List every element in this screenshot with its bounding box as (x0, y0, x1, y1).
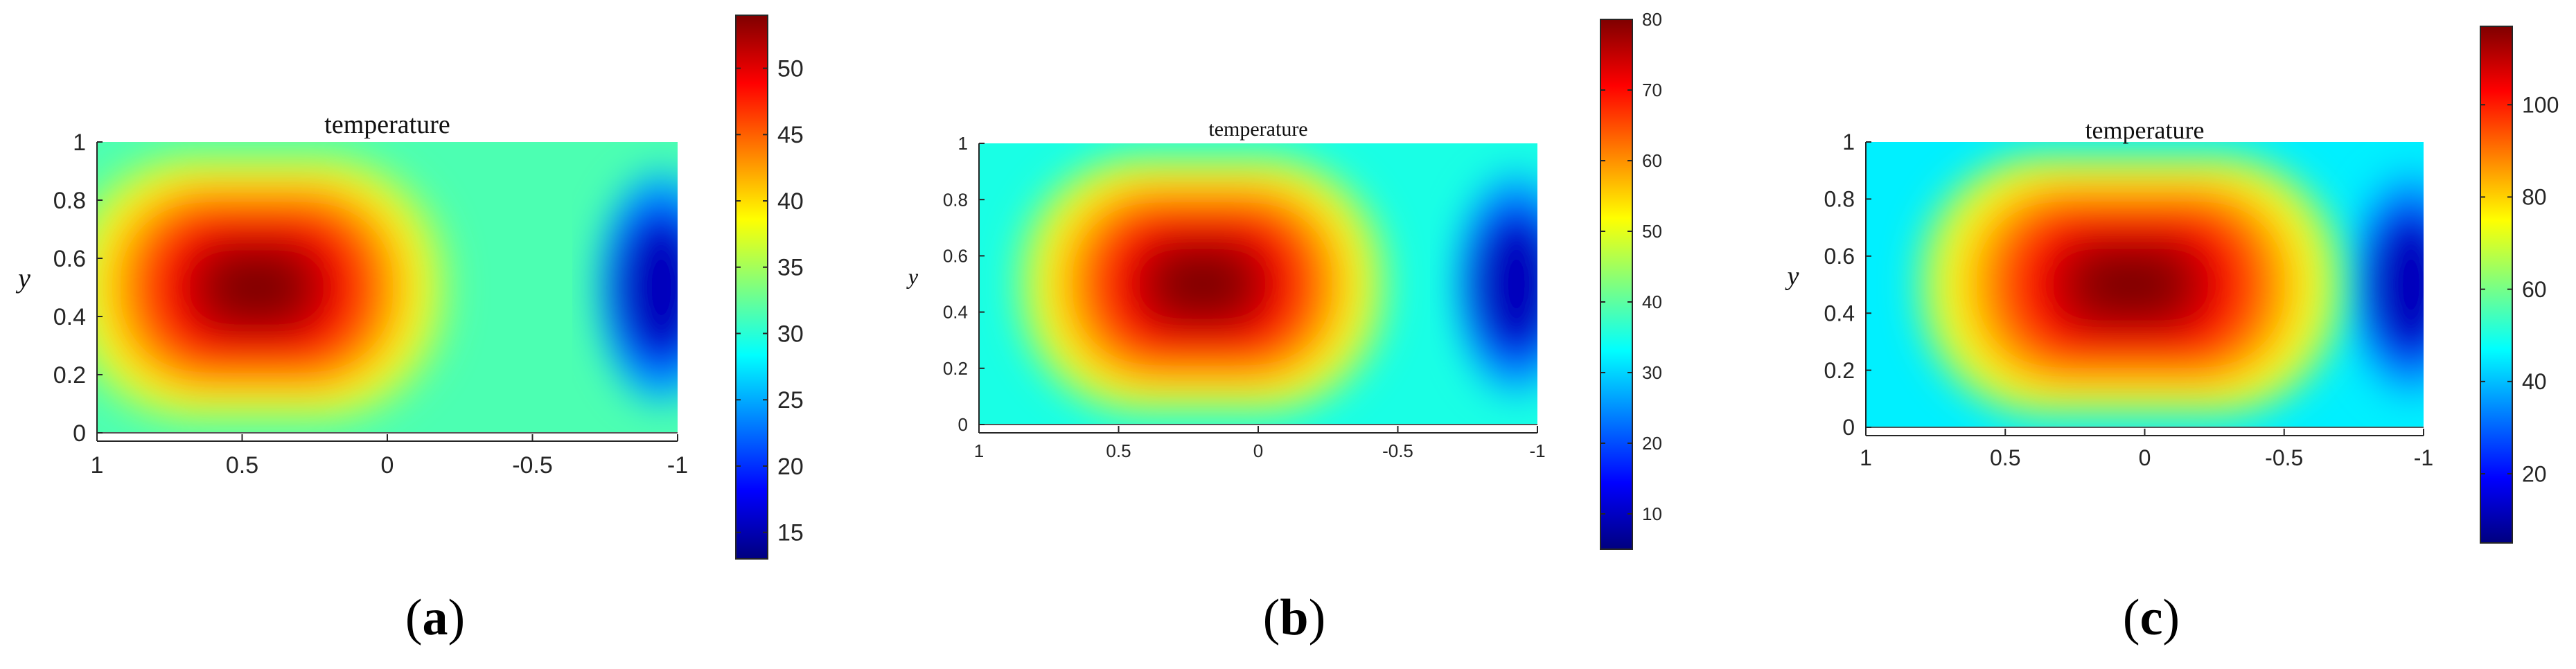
x-tick-label: 1 (91, 452, 104, 479)
y-tick-label: 0.4 (53, 304, 86, 330)
colorbar-tick-label: 45 (777, 122, 804, 148)
y-tick-label: 0 (1842, 415, 1855, 440)
colorbar-tick-label: 60 (2522, 277, 2547, 302)
x-tick-label: 0 (1253, 440, 1263, 461)
colorbar-tick-label: 30 (777, 321, 804, 347)
caption-a: (a) (405, 589, 466, 646)
y-axis-label: y (15, 262, 30, 294)
cold-spot (597, 171, 678, 404)
chart-panel-b: temperature 0 0.2 0.4 0.6 0.8 1 1 0.5 0 -0.5 -1 y 10 2… (859, 0, 1718, 582)
y-tick-label: 0.8 (53, 188, 86, 214)
colorbar-tick-label: 50 (1642, 221, 1662, 242)
y-tick-label: 0.2 (943, 358, 968, 379)
y-tick-label: 0 (958, 414, 968, 435)
colorbar-tick-label: 25 (777, 387, 804, 413)
y-tick-label: 0.8 (1824, 187, 1855, 212)
caption-c: (c) (2122, 589, 2180, 646)
axes (978, 143, 1538, 434)
colorbar (735, 15, 768, 560)
x-tick-label: 0.5 (1990, 445, 2020, 470)
colorbar-tick-label: 50 (777, 55, 804, 82)
hot-spot (97, 153, 448, 422)
cold-spot (1454, 172, 1537, 396)
colorbar-tick-label: 35 (777, 255, 804, 281)
x-tick-label: -0.5 (1382, 440, 1413, 461)
x-tick-label: -1 (2414, 445, 2433, 470)
y-tick-label: 0 (73, 420, 86, 447)
chart-title: temperature (324, 110, 450, 139)
heatmap-chart-c: temperature 0 0.2 0.4 0.6 0.8 1 1 0.5 0 -0.5 -1 y 20 4… (1785, 26, 2559, 544)
colorbar-tick-label: 15 (777, 520, 804, 546)
x-tick-label: 0.5 (226, 452, 258, 479)
colorbar-tick-label: 20 (777, 454, 804, 480)
y-tick-label: 0.2 (53, 362, 86, 389)
heatmap-chart-b: temperature 0 0.2 0.4 0.6 0.8 1 1 0.5 0 -0.5 -1 y 10 2… (906, 9, 1662, 550)
colorbar-tick-label: 80 (2522, 185, 2547, 210)
colorbar-tick-label: 20 (1642, 433, 1662, 454)
y-tick-label: 1 (958, 133, 968, 154)
y-tick-label: 1 (1842, 130, 1855, 154)
x-tick-label: 1 (974, 440, 984, 461)
colorbar-tick-label: 40 (1642, 292, 1662, 312)
y-tick-label: 0.6 (53, 246, 86, 272)
x-tick-label: 0 (381, 452, 394, 479)
colorbar-tick-label: 10 (1642, 503, 1662, 524)
y-tick-label: 0.2 (1824, 358, 1855, 383)
colorbar-tick-label: 20 (2522, 461, 2547, 486)
y-tick-label: 0.6 (1824, 244, 1855, 269)
x-tick-label: 0.5 (1106, 440, 1131, 461)
x-tick-label: -1 (1529, 440, 1545, 461)
x-tick-label: 0 (2139, 445, 2151, 470)
chart-title: temperature (2085, 116, 2205, 144)
x-tick-label: -0.5 (512, 452, 553, 479)
heatmap-field (979, 143, 1537, 425)
heatmap-field (97, 142, 678, 433)
chart-panel-a: temperature 0 0.2 0.4 0.6 0.8 1 1 0.5 0 -0.5 -1 y 15 2… (0, 0, 859, 582)
heatmap-field (1866, 142, 2424, 427)
y-tick-label: 0.6 (943, 246, 968, 267)
x-tick-label: 1 (1860, 445, 1872, 470)
y-axis-label: y (906, 264, 919, 289)
colorbar-tick-label: 80 (1642, 9, 1662, 30)
y-tick-label: 0.8 (943, 189, 968, 210)
axes (1865, 141, 2424, 436)
y-tick-label: 0.4 (1824, 301, 1855, 325)
colorbar-tick-label: 40 (2522, 369, 2547, 394)
x-tick-label: -0.5 (2265, 445, 2303, 470)
y-axis-label: y (1785, 262, 1799, 291)
colorbar-tick-label: 40 (777, 188, 804, 215)
y-tick-label: 1 (73, 130, 86, 156)
colorbar (1600, 19, 1633, 550)
heatmap-chart-a: temperature 0 0.2 0.4 0.6 0.8 1 1 0.5 0 -0.5 -1 y 15 2… (15, 15, 804, 560)
colorbar-tick-label: 100 (2522, 92, 2559, 117)
colorbar-tick-label: 30 (1642, 362, 1662, 383)
cold-spot (2349, 170, 2424, 399)
axes (96, 141, 678, 442)
hot-spot (1918, 153, 2343, 416)
caption-b: (b) (1262, 589, 1326, 646)
colorbar (2480, 26, 2513, 544)
chart-title: temperature (1208, 118, 1307, 141)
chart-panel-c: temperature 0 0.2 0.4 0.6 0.8 1 1 0.5 0 -0.5 -1 y 20 4… (1718, 0, 2576, 582)
colorbar-tick-label: 60 (1642, 150, 1662, 171)
colorbar-tick-label: 70 (1642, 80, 1662, 100)
y-tick-label: 0.4 (943, 302, 968, 323)
hot-spot (1018, 154, 1387, 413)
x-tick-label: -1 (667, 452, 688, 479)
